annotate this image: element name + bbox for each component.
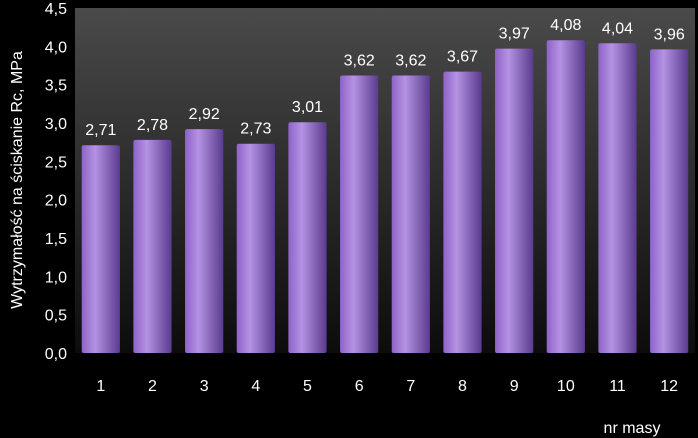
data-label-8: 3,67 bbox=[447, 49, 478, 66]
y-tick-6: 3,0 bbox=[45, 116, 67, 133]
y-tick-1: 0,5 bbox=[45, 308, 67, 325]
y-axis-title: Wytrzymałość na ściskanie Rc, MPa bbox=[9, 51, 26, 309]
x-tick-9: 9 bbox=[510, 378, 519, 395]
x-tick-8: 8 bbox=[458, 378, 467, 395]
y-axis-ticks: 0,0 0,5 1,0 1,5 2,0 2,5 3,0 3,5 4,0 4,5 bbox=[45, 1, 67, 363]
x-tick-6: 6 bbox=[355, 378, 364, 395]
x-tick-7: 7 bbox=[406, 378, 415, 395]
x-axis-ticks: 1 2 3 4 5 6 7 8 9 10 11 12 bbox=[96, 378, 678, 395]
x-tick-1: 1 bbox=[96, 378, 105, 395]
data-label-12: 3,96 bbox=[654, 26, 685, 43]
y-tick-2: 1,0 bbox=[45, 269, 67, 286]
y-tick-3: 1,5 bbox=[45, 231, 67, 248]
bar-2 bbox=[133, 139, 172, 353]
x-tick-2: 2 bbox=[148, 378, 157, 395]
data-label-3: 2,92 bbox=[189, 106, 220, 123]
data-label-9: 3,97 bbox=[499, 26, 530, 43]
bar-10 bbox=[546, 40, 585, 353]
bars-group bbox=[81, 40, 689, 354]
x-tick-5: 5 bbox=[303, 378, 312, 395]
data-label-10: 4,08 bbox=[550, 17, 581, 34]
y-tick-0: 0,0 bbox=[45, 346, 67, 363]
data-label-4: 2,73 bbox=[240, 121, 271, 138]
x-tick-12: 12 bbox=[660, 378, 678, 395]
bar-12 bbox=[650, 49, 689, 354]
bar-11 bbox=[598, 43, 637, 354]
x-tick-4: 4 bbox=[251, 378, 260, 395]
x-tick-11: 11 bbox=[609, 378, 626, 395]
bar-6 bbox=[340, 75, 379, 353]
y-tick-5: 2,5 bbox=[45, 154, 67, 171]
y-tick-4: 2,0 bbox=[45, 193, 67, 210]
bar-3 bbox=[185, 129, 224, 353]
y-tick-9: 4,5 bbox=[45, 1, 67, 18]
x-tick-3: 3 bbox=[200, 378, 209, 395]
data-label-6: 3,62 bbox=[344, 52, 375, 69]
plot-area bbox=[75, 8, 695, 353]
bar-8 bbox=[443, 71, 482, 353]
y-tick-7: 3,5 bbox=[45, 78, 67, 95]
data-label-5: 3,01 bbox=[292, 99, 323, 116]
bar-1 bbox=[81, 145, 120, 353]
data-label-1: 2,71 bbox=[85, 122, 116, 139]
data-label-2: 2,78 bbox=[137, 117, 168, 134]
data-label-7: 3,62 bbox=[395, 52, 426, 69]
bar-9 bbox=[495, 48, 534, 353]
data-labels-group: 2,71 2,78 2,92 2,73 3,01 3,62 3,62 3,67 3,97 4,08… bbox=[85, 17, 685, 139]
bar-4 bbox=[236, 143, 275, 353]
data-label-11: 4,04 bbox=[602, 20, 633, 37]
x-tick-10: 10 bbox=[557, 378, 575, 395]
x-axis-title: nr masy bbox=[604, 420, 661, 437]
y-tick-8: 4,0 bbox=[45, 39, 67, 56]
bar-5 bbox=[288, 122, 327, 353]
bar-7 bbox=[391, 75, 430, 353]
